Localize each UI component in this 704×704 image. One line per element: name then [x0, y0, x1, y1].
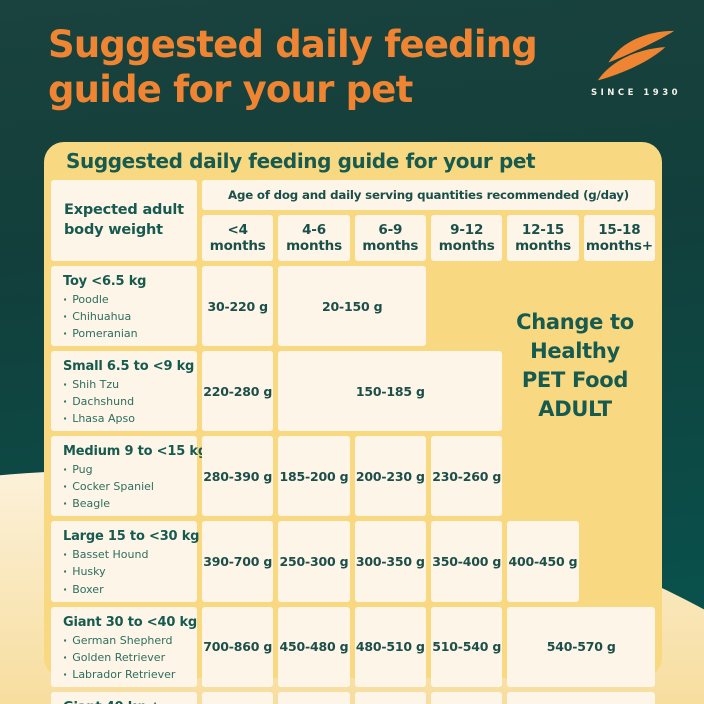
weight-class-title: Toy <6.5 kg	[63, 274, 147, 289]
breed-item: Labrador Retriever	[63, 666, 193, 683]
serving-cell: 390-700 g	[202, 521, 274, 602]
row-label-giant-30-40: Giant 30 to <40 kg German Shepherd Golde…	[51, 606, 198, 687]
breed-item: Golden Retriever	[63, 649, 193, 666]
col-header-4-6-months: 4-6 months	[278, 215, 350, 261]
breed-item: Pug	[63, 461, 193, 478]
serving-cell: 570-590 g	[278, 691, 350, 704]
serving-cell: 20-150 g	[278, 266, 426, 347]
breed-item: Chihuahua	[63, 308, 193, 325]
breed-item: Shih Tzu	[63, 376, 193, 393]
card-title: Suggested daily feeding guide for your p…	[66, 149, 536, 173]
serving-cell: 400-450 g	[507, 521, 579, 602]
serving-cell: 350-400 g	[431, 521, 503, 602]
row-label-giant-40-plus: Giant 40 kg + Rottweiler Great Dane Mast…	[51, 691, 197, 704]
adult-note-line: Healthy	[530, 339, 620, 363]
col-header-6-9-months: 6-9 months	[354, 215, 426, 261]
breed-item: Cocker Spaniel	[63, 478, 193, 495]
serving-cell: 450-480 g	[278, 606, 350, 687]
change-to-adult-note: Change to Healthy PET Food ADULT	[501, 308, 649, 424]
page-title: Suggested daily feeding guide for your p…	[48, 22, 538, 112]
brand-tagline: SINCE 1930	[590, 88, 682, 98]
page-title-line1: Suggested daily feeding	[48, 23, 538, 66]
serving-cell: 480-510 g	[354, 606, 426, 687]
serving-cell: 510-540 g	[431, 606, 503, 687]
breed-item: Poodle	[63, 291, 193, 308]
row-label-medium: Medium 9 to <15 kg Pug Cocker Spaniel Be…	[51, 436, 207, 517]
serving-cell: 230-260 g	[431, 436, 503, 517]
serving-cell: 200-230 g	[354, 436, 426, 517]
corner-header: Expected adult body weight	[51, 180, 197, 261]
serving-cell: 30-220 g	[202, 266, 274, 347]
feeding-guide-card: Suggested daily feeding guide for your p…	[44, 142, 662, 704]
serving-cell: 630-650 g	[507, 691, 655, 704]
row-label-small: Small 6.5 to <9 kg Shih Tzu Dachshund Lh…	[51, 351, 197, 432]
row-label-large: Large 15 to <30 kg Basset Hound Husky Bo…	[51, 521, 200, 602]
breed-item: Lhasa Apso	[63, 410, 193, 427]
serving-cell: 540-570 g	[507, 606, 655, 687]
col-header-under-4-months: <4 months	[202, 215, 274, 261]
col-header-15-18-months: 15-18 months+	[583, 215, 655, 261]
breed-item: Boxer	[63, 581, 193, 598]
serving-cell: 590-610 g	[354, 691, 426, 704]
brand-logo: SINCE 1930	[588, 30, 684, 98]
breed-item: Dachshund	[63, 393, 193, 410]
serving-cell: 280-390 g	[202, 436, 274, 517]
adult-note-line: Change to	[516, 310, 634, 334]
breed-item: German Shepherd	[63, 632, 193, 649]
breed-item: Pomeranian	[63, 325, 193, 342]
weight-class-title: Medium 9 to <15 kg	[63, 444, 207, 460]
serving-cell: 150-185 g	[278, 351, 503, 432]
feeding-table: Expected adult body weight Age of dog an…	[51, 180, 655, 704]
serving-cell: 220-280 g	[202, 351, 274, 432]
weight-class-title: Small 6.5 to <9 kg	[63, 359, 195, 375]
breed-item: Husky	[63, 563, 193, 580]
breed-item: Basset Hound	[63, 546, 193, 563]
leaf-swoosh-icon	[588, 30, 684, 82]
serving-cell: 300-350 g	[354, 521, 426, 602]
adult-note-line: PET Food	[521, 368, 629, 392]
adult-note-line: ADULT	[538, 397, 612, 421]
weight-class-title: Large 15 to <30 kg	[63, 529, 200, 545]
breed-item: Beagle	[63, 495, 193, 512]
age-header: Age of dog and daily serving quantities …	[202, 180, 655, 210]
page-title-line2: guide for your pet	[48, 68, 413, 111]
col-header-12-15-months: 12-15 months	[507, 215, 579, 261]
serving-cell: 610-630 g	[431, 691, 503, 704]
row-label-toy: Toy <6.5 kg Poodle Chihuahua Pomeranian	[51, 266, 197, 347]
weight-class-title: Giant 30 to <40 kg	[63, 614, 198, 630]
col-header-9-12-months: 9-12 months	[431, 215, 503, 261]
serving-cell: 250-300 g	[278, 521, 350, 602]
serving-cell: 185-200 g	[278, 436, 350, 517]
serving-cell: 860-970 g	[202, 691, 274, 704]
weight-class-title: Giant 40 kg +	[63, 700, 193, 704]
serving-cell: 700-860 g	[202, 606, 274, 687]
